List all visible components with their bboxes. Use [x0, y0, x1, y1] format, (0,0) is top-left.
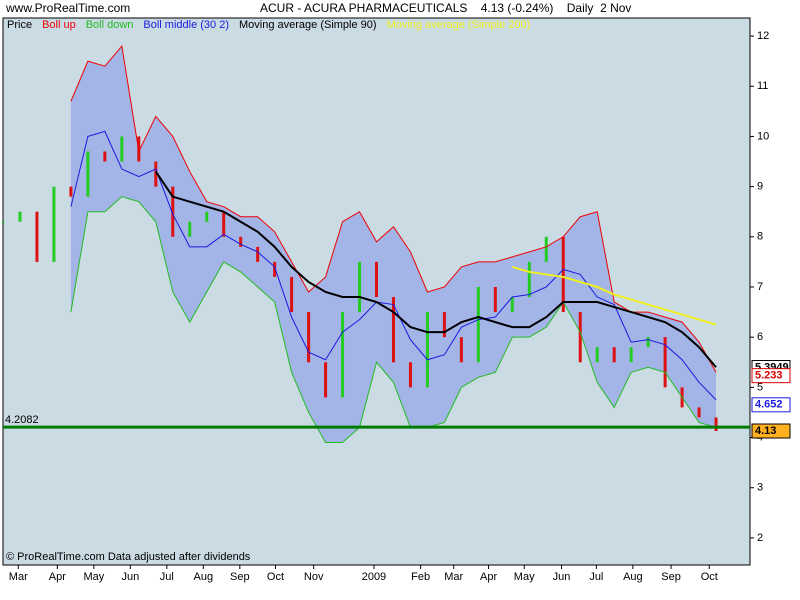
- x-tick-label: Jul: [160, 571, 174, 583]
- footer-note: © ProRealTime.com Data adjusted after di…: [6, 551, 251, 563]
- price-bar: [205, 211, 209, 222]
- legend-entry: Boll middle (30 2): [143, 19, 229, 31]
- price-bar: [646, 337, 650, 348]
- legend-entry: Moving average (Simple 90): [239, 19, 377, 31]
- last-value-box: [751, 397, 791, 413]
- price-bar: [663, 337, 667, 388]
- series-line: [70, 196, 717, 444]
- series-line: [512, 265, 717, 326]
- price-bar: [375, 261, 378, 298]
- price-bar: [1, 221, 5, 223]
- y-tick-label: 9: [757, 181, 763, 193]
- price-bar: [425, 312, 429, 388]
- x-tick-label: Aug: [623, 571, 643, 583]
- y-tick-label: 5: [757, 381, 763, 393]
- last-value-box: [751, 423, 791, 439]
- price-bar: [595, 347, 599, 363]
- price-bar: [612, 347, 616, 363]
- site-label: www.ProRealTime.com: [5, 1, 130, 15]
- price-bar: [544, 236, 548, 262]
- bollinger-band: [70, 46, 717, 443]
- x-tick-label: Oct: [701, 571, 718, 583]
- y-tick-label: 6: [757, 331, 763, 343]
- y-tick-label: 8: [757, 231, 763, 243]
- y-tick-label: 10: [757, 130, 769, 142]
- price-bar: [578, 312, 582, 363]
- price-bar: [307, 312, 311, 363]
- price-bar: [714, 417, 718, 432]
- price-bar: [358, 261, 362, 313]
- y-tick-label: 2: [757, 532, 763, 544]
- x-tick-label: Oct: [267, 571, 284, 583]
- y-tick-label: 12: [757, 30, 769, 42]
- legend-entry: Boll down: [86, 19, 134, 31]
- price-bar: [341, 312, 345, 398]
- series-line: [154, 171, 717, 368]
- price-bar: [171, 186, 175, 237]
- price-bar: [35, 211, 39, 262]
- x-tick-label: Jul: [589, 571, 603, 583]
- price-bar: [239, 236, 243, 247]
- price-bar: [120, 136, 124, 162]
- x-tick-label: Sep: [230, 571, 250, 583]
- price-bar: [18, 211, 22, 222]
- price-bar: [273, 261, 277, 277]
- x-tick-label: Feb: [411, 571, 430, 583]
- series-line: [70, 130, 717, 401]
- price-bar: [103, 151, 107, 162]
- y-tick-label: 3: [757, 482, 763, 494]
- reference-label: 4.2082: [5, 414, 39, 426]
- legend-entry: Price: [7, 19, 32, 31]
- last-value-label: 4.652: [755, 399, 783, 411]
- x-tick-label: Mar: [444, 571, 463, 583]
- chart-title: ACUR - ACURA PHARMACEUTICALS 4.13 (-0.24…: [260, 1, 631, 15]
- price-bar: [69, 186, 73, 197]
- last-value-box: [751, 368, 791, 384]
- price-bar: [561, 236, 565, 313]
- legend-entry: Moving average (Simple 200): [387, 19, 531, 31]
- price-bar: [222, 211, 226, 237]
- x-tick-label: Apr: [480, 571, 497, 583]
- x-tick-label: 2009: [362, 571, 386, 583]
- price-bar: [442, 312, 446, 338]
- price-bar: [290, 276, 294, 313]
- x-tick-label: Mar: [9, 571, 28, 583]
- x-tick-label: Jun: [121, 571, 139, 583]
- x-tick-label: May: [514, 571, 535, 583]
- last-value-label: 4.13: [755, 425, 776, 437]
- price-bar: [510, 297, 514, 313]
- price-bar: [188, 221, 192, 237]
- price-bar: [493, 286, 497, 313]
- price-bar: [476, 286, 480, 363]
- price-bar: [154, 161, 158, 187]
- y-tick-label: 11: [757, 80, 768, 92]
- x-tick-label: Aug: [194, 571, 214, 583]
- legend-entry: Boll up: [42, 19, 76, 31]
- price-bar: [629, 347, 633, 363]
- series-line: [70, 44, 717, 373]
- price-bar: [408, 362, 412, 388]
- price-bar: [256, 246, 260, 262]
- y-tick-label: 7: [757, 281, 763, 293]
- price-bar: [391, 297, 395, 363]
- x-tick-label: Jun: [553, 571, 571, 583]
- x-tick-label: Sep: [661, 571, 681, 583]
- x-tick-label: May: [83, 571, 104, 583]
- price-bar: [697, 407, 701, 418]
- price-bar: [459, 337, 463, 363]
- price-bar: [52, 186, 56, 262]
- last-value-label: 5.233: [755, 370, 783, 382]
- price-bar: [86, 151, 90, 197]
- price-bar: [527, 261, 531, 298]
- x-tick-label: Nov: [304, 571, 324, 583]
- price-bar: [324, 362, 328, 398]
- x-tick-label: Apr: [49, 571, 66, 583]
